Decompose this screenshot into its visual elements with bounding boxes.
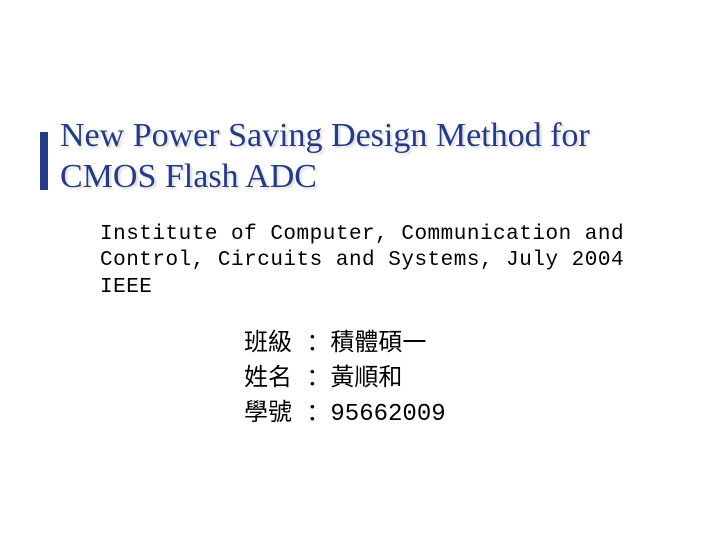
info-id: 學號 ：95662009 — [244, 398, 624, 433]
author-info-block: 班級 ：積體碩一 姓名 ：黃順和 學號 ：95662009 — [244, 328, 624, 432]
slide-title: New Power Saving Design Method for CMOS … — [60, 116, 660, 198]
slide-subtitle: Institute of Computer, Communication and… — [100, 222, 660, 301]
info-class: 班級 ：積體碩一 — [244, 328, 624, 363]
info-name: 姓名 ：黃順和 — [244, 363, 624, 398]
title-accent-bar — [40, 132, 48, 190]
